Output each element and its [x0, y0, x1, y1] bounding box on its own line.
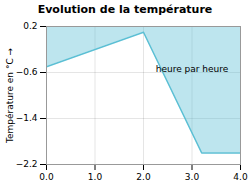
- svg-text:Température en °C →: Température en °C →: [5, 47, 15, 144]
- svg-text:2.0: 2.0: [136, 172, 151, 182]
- svg-text:−0.6: −0.6: [16, 67, 38, 77]
- svg-text:1.0: 1.0: [88, 172, 103, 182]
- svg-text:4.0: 4.0: [233, 172, 248, 182]
- html-text:Evolution de la température: Evolution de la température: [37, 3, 213, 16]
- svg-text:0.2: 0.2: [23, 21, 37, 31]
- svg-text:0.0: 0.0: [39, 172, 54, 182]
- svg-text:heure par heure: heure par heure: [156, 64, 229, 74]
- svg-text:−2.2: −2.2: [16, 159, 38, 169]
- svg-text:−1.4: −1.4: [16, 113, 38, 123]
- svg-text:3.0: 3.0: [185, 172, 200, 182]
